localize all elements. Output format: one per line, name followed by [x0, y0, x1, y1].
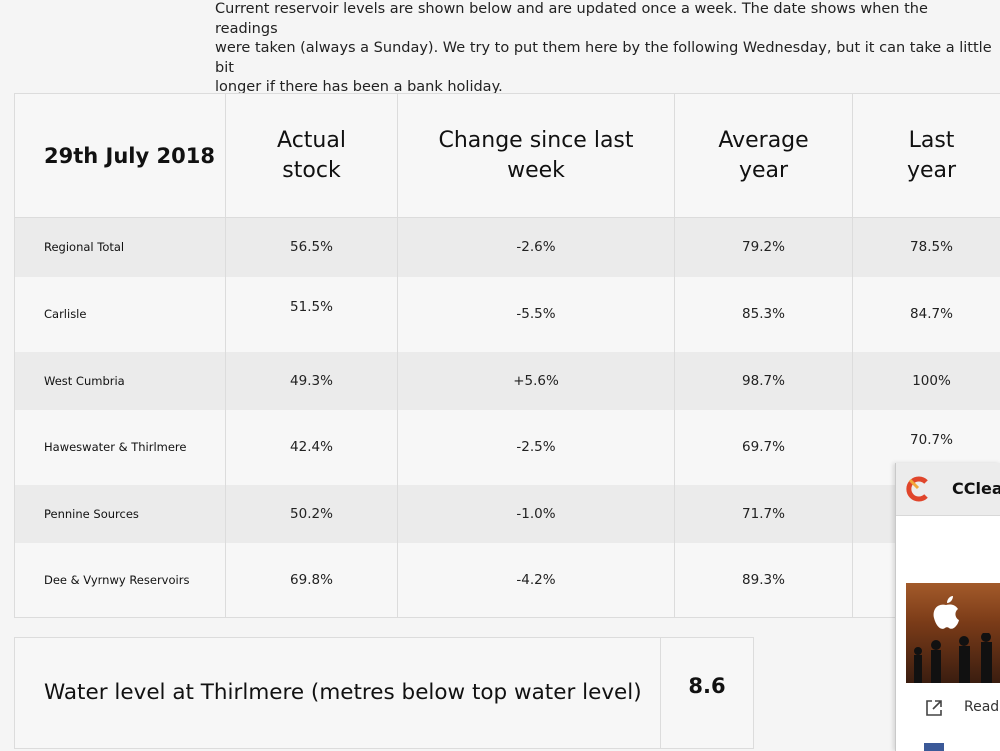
intro-line-1: Current reservoir levels are shown below…: [215, 1, 928, 37]
row-average: 85.3%: [674, 276, 853, 352]
row-average: 69.7%: [674, 409, 853, 485]
row-name: Haweswater & Thirlmere: [14, 409, 226, 485]
header-last-year: Last year: [852, 93, 1000, 218]
divider: [660, 638, 661, 748]
ccleaner-logo-icon: [906, 476, 928, 502]
header-change-line2: week: [507, 157, 565, 183]
row-actual: 49.3%: [225, 351, 398, 410]
row-average: 98.7%: [674, 351, 853, 410]
row-change: -4.2%: [397, 542, 675, 618]
row-actual: 56.5%: [225, 217, 398, 277]
news-thumbnail-image[interactable]: [906, 583, 1000, 683]
header-average-line1: Average: [718, 127, 809, 153]
row-average: 89.3%: [674, 542, 853, 618]
table-header-row: 29th July 2018 Actual stock Change since…: [14, 93, 1000, 218]
row-change: -2.5%: [397, 409, 675, 485]
table-row: Haweswater & Thirlmere 42.4% -2.5% 69.7%…: [14, 409, 1000, 485]
row-last: 78.5%: [852, 217, 1000, 277]
header-average-line2: year: [738, 157, 789, 183]
header-average-year: Average year: [674, 93, 853, 218]
row-actual: 42.4%: [225, 409, 398, 485]
header-last-line1: Last: [908, 127, 955, 153]
row-average: 71.7%: [674, 484, 853, 543]
table-row: Regional Total 56.5% -2.6% 79.2% 78.5%: [14, 217, 1000, 277]
header-actual-stock: Actual stock: [225, 93, 398, 218]
external-link-icon: [926, 700, 942, 716]
table-row: Pennine Sources 50.2% -1.0% 71.7%: [14, 484, 1000, 543]
row-name: Dee & Vyrnwy Reservoirs: [14, 542, 226, 618]
read-link[interactable]: Read: [924, 695, 1000, 719]
row-actual: 51.5%: [225, 276, 398, 352]
intro-line-3: longer if there has been a bank holiday.: [215, 79, 503, 95]
popup-header: CClea: [896, 463, 1000, 516]
row-name: Carlisle: [14, 276, 226, 352]
reading-date: 29th July 2018: [14, 93, 226, 218]
thirlmere-level-value: 8.6: [688, 674, 726, 698]
row-name: Pennine Sources: [14, 484, 226, 543]
header-actual-line1: Actual: [277, 127, 346, 153]
row-actual: 50.2%: [225, 484, 398, 543]
popup-title: CClea: [952, 479, 1000, 498]
row-name: West Cumbria: [14, 351, 226, 410]
people-silhouette-icon: [914, 633, 992, 683]
header-actual-line2: stock: [282, 157, 341, 183]
thirlmere-level-box: Water level at Thirlmere (metres below t…: [14, 637, 754, 749]
table-row: Carlisle 51.5% -5.5% 85.3% 84.7%: [14, 276, 1000, 352]
row-change: +5.6%: [397, 351, 675, 410]
reservoir-levels-table: 29th July 2018 Actual stock Change since…: [14, 93, 1000, 618]
row-last: 100%: [852, 351, 1000, 410]
table-row: West Cumbria 49.3% +5.6% 98.7% 100%: [14, 351, 1000, 410]
row-name: Regional Total: [14, 217, 226, 277]
row-last: 84.7%: [852, 276, 1000, 352]
ccleaner-popup[interactable]: CClea Read: [895, 463, 1000, 751]
thirlmere-level-label: Water level at Thirlmere (metres below t…: [44, 680, 642, 705]
table-row: Dee & Vyrnwy Reservoirs 69.8% -4.2% 89.3…: [14, 542, 1000, 618]
row-average: 79.2%: [674, 217, 853, 277]
header-last-line2: year: [906, 157, 957, 183]
row-change: -2.6%: [397, 217, 675, 277]
header-change: Change since last week: [397, 93, 675, 218]
apple-logo-icon: [933, 596, 959, 629]
read-label: Read: [964, 699, 1000, 715]
row-change: -1.0%: [397, 484, 675, 543]
header-change-line1: Change since last: [438, 127, 634, 153]
row-actual: 69.8%: [225, 542, 398, 618]
row-change: -5.5%: [397, 276, 675, 352]
intro-line-2: were taken (always a Sunday). We try to …: [215, 40, 992, 76]
intro-text: Current reservoir levels are shown below…: [215, 0, 995, 98]
facebook-icon[interactable]: [924, 743, 944, 751]
